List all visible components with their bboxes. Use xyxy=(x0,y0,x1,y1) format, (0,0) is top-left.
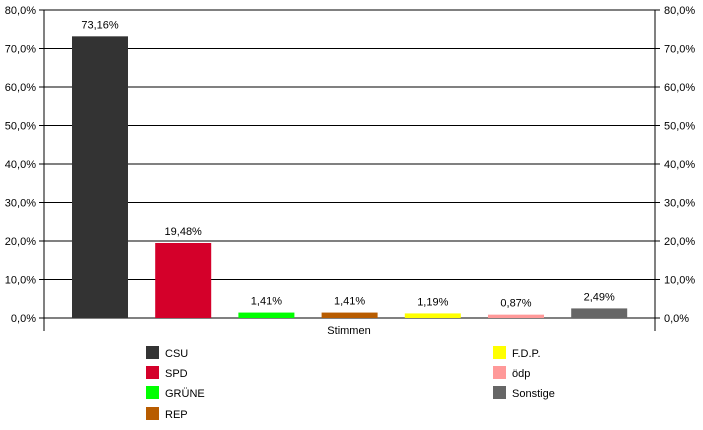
bar-3 xyxy=(321,312,378,318)
legend-label: GRÜNE xyxy=(165,388,205,400)
bar-6 xyxy=(571,308,628,318)
y-tick-label-left: 70,0% xyxy=(5,44,36,56)
y-tick-label-left: 10,0% xyxy=(5,275,36,287)
y-tick-label-left: 0,0% xyxy=(11,313,36,325)
data-label: 73,16% xyxy=(81,19,119,31)
x-axis-label: Stimmen xyxy=(327,325,370,337)
legend-label: SPD xyxy=(165,368,188,380)
bar-0 xyxy=(72,36,128,319)
data-label: 1,41% xyxy=(251,296,282,308)
bar-5 xyxy=(488,314,544,318)
y-tick-label-right: 70,0% xyxy=(664,44,695,56)
bar-1 xyxy=(155,243,212,318)
y-tick-label-left: 40,0% xyxy=(5,159,36,171)
y-tick-label-right: 10,0% xyxy=(664,275,695,287)
data-label: 0,87% xyxy=(500,298,531,310)
y-tick-label-left: 30,0% xyxy=(5,198,36,210)
y-tick-label-left: 80,0% xyxy=(5,5,36,17)
legend-swatch xyxy=(146,407,159,420)
data-label: 19,48% xyxy=(165,226,203,238)
y-tick-label-left: 20,0% xyxy=(5,236,36,248)
y-tick-label-right: 20,0% xyxy=(664,236,695,248)
legend-swatch xyxy=(146,346,159,359)
legend-label: F.D.P. xyxy=(512,348,541,360)
legend-swatch xyxy=(146,386,159,399)
legend-swatch xyxy=(493,366,506,379)
y-tick-label-right: 40,0% xyxy=(664,159,695,171)
legend-swatch xyxy=(493,386,506,399)
data-label: 1,19% xyxy=(417,296,448,308)
legend-label: REP xyxy=(165,409,188,421)
legend-label: CSU xyxy=(165,348,188,360)
y-tick-label-left: 60,0% xyxy=(5,82,36,94)
y-tick-label-right: 60,0% xyxy=(664,82,695,94)
legend-swatch xyxy=(146,366,159,379)
data-label: 2,49% xyxy=(584,291,615,303)
y-tick-label-left: 50,0% xyxy=(5,121,36,133)
bar-2 xyxy=(238,312,295,318)
legend-swatch xyxy=(493,346,506,359)
legend-label: Sonstige xyxy=(512,388,555,400)
data-label: 1,41% xyxy=(334,296,365,308)
y-tick-label-right: 0,0% xyxy=(664,313,689,325)
y-tick-label-right: 80,0% xyxy=(664,5,695,17)
y-tick-label-right: 30,0% xyxy=(664,198,695,210)
y-tick-label-right: 50,0% xyxy=(664,121,695,133)
legend-label: ödp xyxy=(512,368,530,380)
bar-4 xyxy=(404,313,461,318)
